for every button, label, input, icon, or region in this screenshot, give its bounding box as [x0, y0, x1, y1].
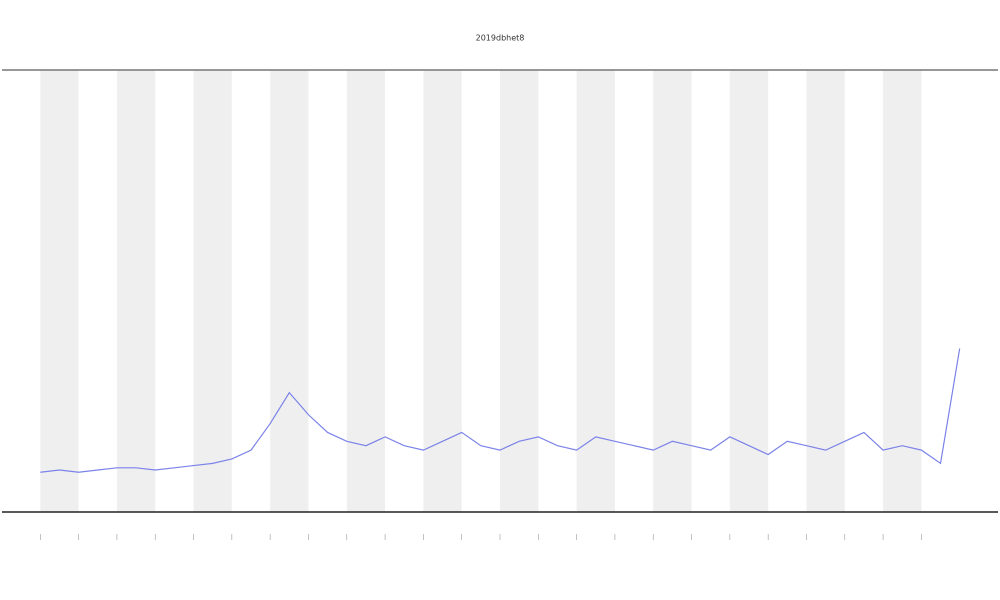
band — [423, 70, 462, 512]
band — [883, 70, 922, 512]
band — [653, 70, 692, 512]
band — [270, 70, 309, 512]
band — [576, 70, 615, 512]
band — [116, 70, 156, 512]
band — [40, 70, 79, 512]
chart-title: 2019dbhet8 — [476, 34, 525, 43]
series-line — [40, 348, 961, 473]
band — [193, 70, 232, 512]
band — [500, 70, 539, 512]
band — [346, 70, 386, 512]
bands — [40, 70, 922, 512]
band — [806, 70, 845, 512]
band — [729, 70, 769, 512]
